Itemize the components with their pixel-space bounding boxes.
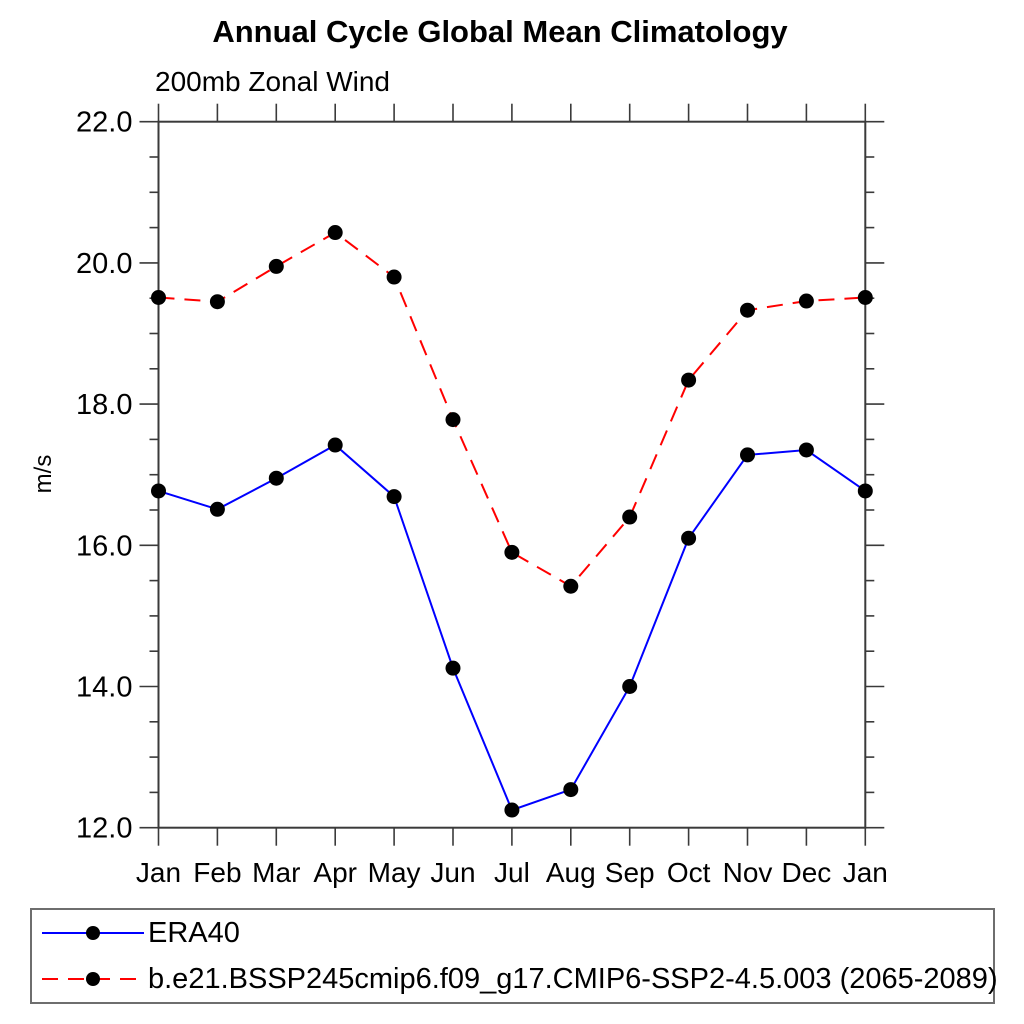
x-tick-label: Jun	[430, 857, 475, 888]
legend-label-era40: ERA40	[148, 916, 240, 949]
data-point-0	[563, 782, 579, 798]
series-line-1	[158, 231, 866, 588]
x-tick-label: Dec	[782, 857, 832, 888]
x-tick-label: Jan	[843, 857, 888, 888]
legend-label-model: b.e21.BSSP245cmip6.f09_g17.CMIP6-SSP2-4.…	[148, 962, 998, 995]
data-point-0	[504, 802, 520, 818]
data-point-0	[798, 442, 814, 458]
legend-item-model: b.e21.BSSP245cmip6.f09_g17.CMIP6-SSP2-4.…	[32, 957, 998, 1001]
data-point-1	[740, 302, 755, 318]
x-tick-label: Aug	[546, 857, 596, 888]
y-tick-label: 16.0	[76, 530, 132, 562]
data-point-1	[151, 289, 166, 305]
data-point-0	[151, 483, 166, 499]
x-tick-label: Oct	[667, 857, 711, 888]
plot-frame	[157, 120, 867, 829]
x-tick-label: Jan	[136, 857, 181, 888]
series-line-0	[158, 443, 866, 812]
data-point-1	[268, 258, 284, 274]
y-tick-label: 18.0	[76, 389, 132, 421]
data-point-0	[268, 470, 284, 486]
data-point-0	[681, 530, 697, 546]
legend-line-sample-solid-icon	[42, 926, 144, 940]
y-tick-label: 22.0	[76, 107, 132, 139]
data-point-0	[740, 447, 755, 463]
x-tick-label: Mar	[252, 857, 300, 888]
chart-subtitle: 200mb Zonal Wind	[155, 66, 391, 97]
x-tick-label: May	[368, 857, 421, 888]
y-tick-label: 14.0	[76, 672, 132, 704]
data-point-0	[386, 489, 402, 505]
legend: ERA40 b.e21.BSSP245cmip6.f09_g17.CMIP6-S…	[30, 908, 998, 1004]
data-point-1	[563, 578, 579, 594]
x-tick-label: Apr	[313, 857, 357, 888]
legend-line-sample-dashed-icon	[42, 972, 144, 986]
data-point-1	[681, 372, 697, 388]
data-point-0	[857, 483, 873, 499]
data-point-1	[504, 544, 520, 560]
legend-item-era40: ERA40	[32, 911, 993, 955]
x-tick-label: Jul	[494, 857, 530, 888]
y-tick-label: 20.0	[76, 248, 132, 280]
x-tick-label: Feb	[193, 857, 241, 888]
data-point-0	[327, 437, 343, 453]
data-point-1	[798, 293, 814, 309]
data-point-0	[622, 679, 638, 694]
x-tick-label: Nov	[723, 857, 773, 888]
data-point-1	[622, 509, 638, 525]
data-point-0	[445, 660, 461, 676]
y-tick-label: 12.0	[76, 813, 132, 845]
data-point-0	[209, 501, 225, 517]
data-point-1	[386, 269, 402, 285]
data-point-1	[327, 225, 343, 241]
chart-title: Annual Cycle Global Mean Climatology	[212, 14, 788, 49]
data-point-1	[857, 289, 873, 305]
x-tick-label: Sep	[605, 857, 655, 888]
data-point-1	[445, 412, 461, 428]
data-point-1	[209, 294, 225, 310]
